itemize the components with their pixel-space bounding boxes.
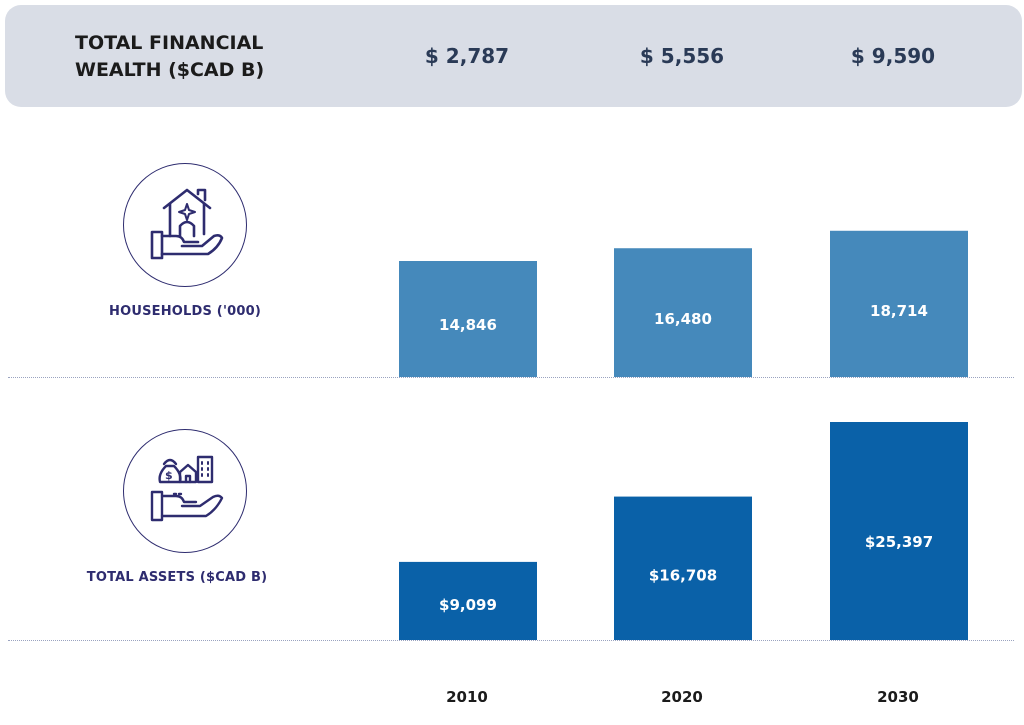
assets-bar-2010 [399, 561, 537, 640]
assets-value-label-2020: $16,708 [649, 566, 717, 584]
households-baseline [8, 377, 1014, 378]
x-label-2010: 2010 [446, 688, 488, 706]
total-assets-label: TOTAL ASSETS ($CAD B) [86, 570, 268, 585]
house-in-hand-icon [123, 163, 247, 287]
x-label-2020: 2020 [661, 688, 703, 706]
wealth-value-2010: $ 2,787 [424, 44, 510, 68]
banner-title-line1: TOTAL FINANCIAL [75, 32, 264, 54]
banner-title-line2: WEALTH ($CAD B) [75, 59, 265, 81]
households-value-label-2020: 16,480 [654, 310, 712, 328]
assets-value-label-2010: $9,099 [439, 596, 497, 614]
households-label: HOUSEHOLDS ('000) [108, 304, 262, 319]
households-bar-2020 [614, 248, 752, 377]
households-bar-2030 [830, 230, 968, 377]
households-value-label-2030: 18,714 [870, 302, 928, 320]
total-financial-wealth-banner [5, 5, 1022, 107]
wealth-value-2020: $ 5,556 [639, 44, 725, 68]
households-value-label-2010: 14,846 [439, 316, 497, 334]
wealth-value-2030: $ 9,590 [850, 44, 936, 68]
assets-bar-2020 [614, 496, 752, 640]
money-bag-house-building-in-hand-icon: $ [123, 429, 247, 553]
assets-bar-2030 [830, 422, 968, 640]
households-bar-2010 [399, 261, 537, 377]
assets-value-label-2030: $25,397 [865, 533, 933, 551]
banner-title: TOTAL FINANCIAL WEALTH ($CAD B) [75, 30, 315, 84]
x-label-2030: 2030 [877, 688, 919, 706]
assets-baseline [8, 640, 1014, 641]
svg-text:$: $ [165, 469, 173, 482]
